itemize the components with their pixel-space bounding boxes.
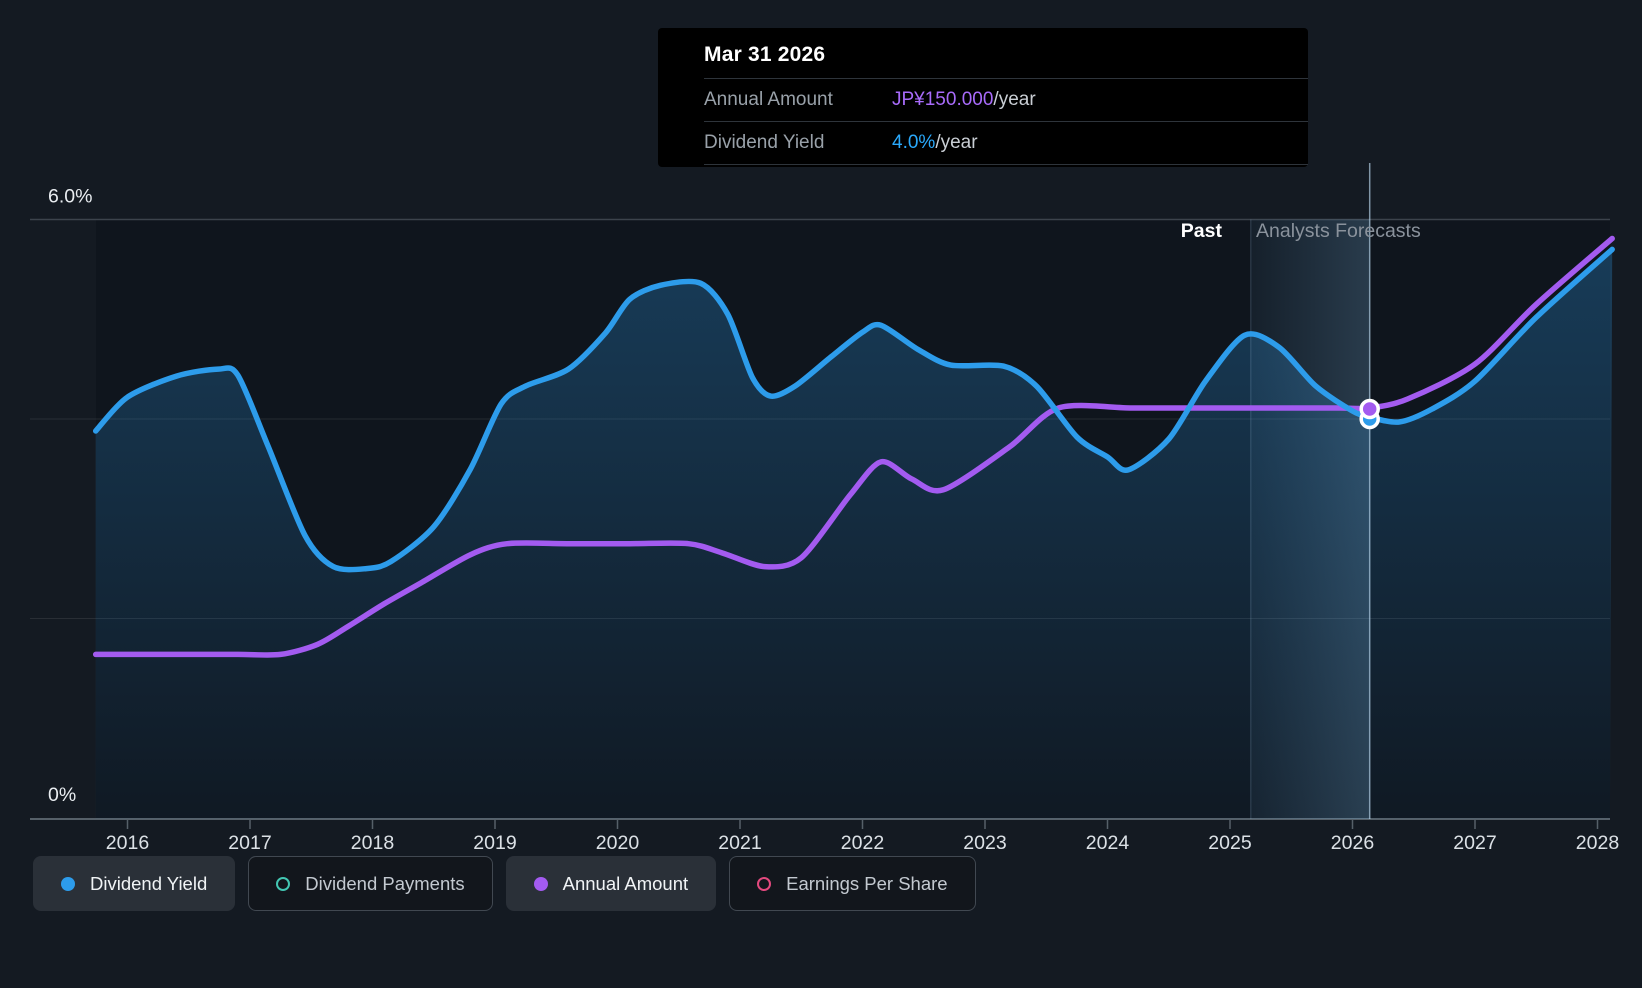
x-axis-year-label: 2018 xyxy=(351,832,394,854)
chart-legend: Dividend Yield Dividend Payments Annual Am… xyxy=(33,856,976,911)
x-axis-year-label: 2019 xyxy=(473,832,516,854)
tooltip-value: JP¥150.000/year xyxy=(892,89,1036,110)
legend-outline-circle-icon xyxy=(276,876,291,891)
hover-tooltip: Mar 31 2026 Annual Amount JP¥150.000/yea… xyxy=(658,28,1308,167)
tooltip-label: Dividend Yield xyxy=(704,132,825,153)
x-axis-year-label: 2021 xyxy=(718,832,761,854)
legend-dividend-payments[interactable]: Dividend Payments xyxy=(248,856,493,911)
legend-label: Dividend Payments xyxy=(305,872,465,894)
y-axis-label: 0% xyxy=(48,784,76,806)
y-axis-label: 6.0% xyxy=(48,186,92,208)
legend-annual-amount[interactable]: Annual Amount xyxy=(505,856,717,911)
legend-filled-dot-icon xyxy=(533,876,548,891)
x-axis-year-label: 2022 xyxy=(841,832,884,854)
legend-label: Earnings Per Share xyxy=(786,872,948,894)
hover-highlight-band xyxy=(1250,219,1370,819)
x-axis-year-label: 2026 xyxy=(1331,832,1374,854)
tooltip-row-annual-amount: Annual Amount JP¥150.000/year xyxy=(704,78,1308,121)
annual-amount-marker[interactable] xyxy=(1359,398,1380,420)
dividend-yield-line[interactable] xyxy=(92,246,1615,573)
x-axis-year-label: 2027 xyxy=(1453,832,1496,854)
tooltip-row-dividend-yield: Dividend Yield 4.0%/year xyxy=(704,121,1308,165)
x-axis-year-label: 2016 xyxy=(106,832,149,854)
x-axis-year-label: 2023 xyxy=(963,832,1006,854)
x-axis-year-label: 2020 xyxy=(596,832,640,854)
dividend-yield-area xyxy=(95,249,1613,819)
tooltip-date: Mar 31 2026 xyxy=(704,43,826,66)
legend-label: Annual Amount xyxy=(562,872,689,894)
x-axis-year-label: 2017 xyxy=(228,832,271,854)
x-axis-year-label: 2028 xyxy=(1576,832,1619,854)
tooltip-label: Annual Amount xyxy=(704,89,833,110)
analysts-forecasts-section-label: Analysts Forecasts xyxy=(1256,220,1421,242)
legend-outline-circle-icon xyxy=(757,876,772,891)
past-section-label: Past xyxy=(1180,220,1222,242)
x-axis-year-label: 2025 xyxy=(1208,832,1252,854)
legend-earnings-per-share[interactable]: Earnings Per Share xyxy=(729,856,976,911)
legend-dividend-yield[interactable]: Dividend Yield xyxy=(33,856,236,911)
tooltip-value: 4.0%/year xyxy=(892,132,978,153)
x-axis-year-label: 2024 xyxy=(1086,832,1130,854)
legend-label: Dividend Yield xyxy=(90,872,208,894)
legend-filled-dot-icon xyxy=(61,876,75,891)
